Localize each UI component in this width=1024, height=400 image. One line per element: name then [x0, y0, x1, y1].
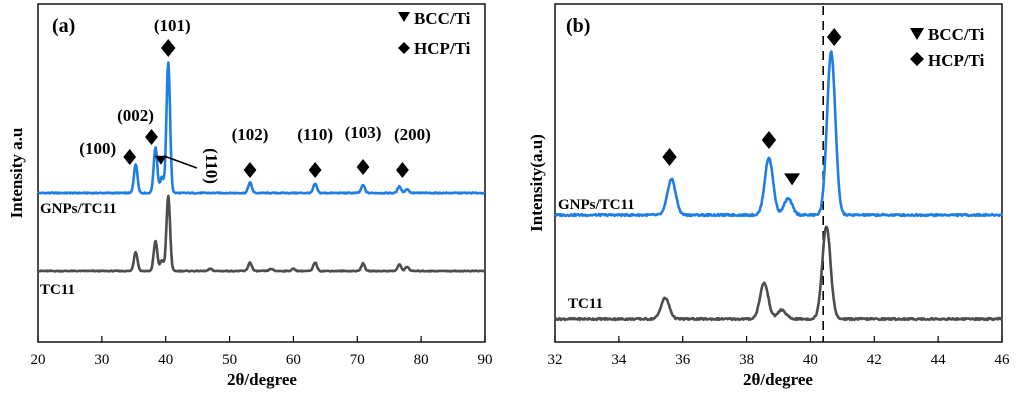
peak-marker-diamond-icon — [826, 28, 842, 46]
panel-a-frame — [37, 3, 486, 343]
panel-a-legend: BCC/Ti HCP/Ti — [398, 9, 471, 58]
panel-b-frame — [554, 3, 1003, 343]
panel-b: (b) 32 34 36 38 40 42 44 46 2θ/degree Intensity… — [527, 3, 1011, 389]
peak-marker-triangle-icon — [784, 173, 801, 186]
peak-label-110-bcc: (110) — [202, 148, 221, 184]
peak-marker-diamond-icon — [761, 131, 777, 149]
peak-label-100: (100) — [79, 139, 116, 158]
peak-marker-diamond-icon — [243, 162, 257, 178]
panel-a-ylabel: Intensity a.u — [7, 128, 26, 219]
panel-a: (a) 20 30 40 50 60 70 80 90 2θ/degree Intensity… — [7, 3, 493, 389]
peak-label-101: (101) — [154, 16, 191, 35]
xtick-label: 34 — [611, 352, 627, 368]
xtick-label: 90 — [478, 352, 493, 368]
panel-b-label: (b) — [566, 15, 590, 37]
panel-a-series — [37, 61, 486, 273]
panel-a-xticks: 20 30 40 50 60 70 80 90 — [31, 336, 493, 368]
peak-label-200: (200) — [394, 125, 431, 144]
peak-marker-diamond-icon — [356, 159, 370, 175]
legend-bcc-triangle-icon — [398, 12, 410, 22]
peak-label-002: (002) — [117, 106, 154, 125]
xtick-label: 40 — [803, 352, 818, 368]
panel-a-xlabel: 2θ/degree — [227, 370, 297, 389]
panel-a-peak-markers: (100)(002) (101) (110) (102) (110) (103) (200) — [79, 16, 431, 184]
xtick-label: 38 — [739, 352, 754, 368]
panel-b-legend-hcp: HCP/Ti — [928, 51, 985, 70]
panel-b-ylabel: Intensity(a.u) — [527, 134, 546, 232]
panel-a-legend-bcc: BCC/Ti — [414, 9, 471, 28]
xtick-label: 30 — [94, 352, 109, 368]
panel-b-xlabel: 2θ/degree — [743, 370, 813, 389]
xtick-label: 46 — [995, 352, 1011, 368]
legend-hcp-diamond-icon — [910, 52, 924, 66]
peak-marker-diamond-icon — [308, 162, 322, 178]
peak-marker-diamond-icon — [396, 162, 409, 178]
xtick-label: 50 — [222, 352, 237, 368]
xtick-label: 42 — [867, 352, 882, 368]
series-gnps-tc11-line — [37, 61, 486, 195]
xtick-label: 20 — [31, 352, 46, 368]
peak-marker-diamond-icon — [662, 148, 677, 166]
legend-bcc-triangle-icon — [910, 28, 924, 40]
xtick-label: 60 — [286, 352, 301, 368]
xtick-label: 32 — [548, 352, 563, 368]
panel-a-series-label-tc11: TC11 — [40, 282, 75, 298]
panel-b-xticks: 32 34 36 38 40 42 44 46 — [548, 336, 1011, 368]
xtick-label: 80 — [414, 352, 429, 368]
legend-hcp-diamond-icon — [398, 42, 410, 54]
peak-label-102: (102) — [232, 125, 269, 144]
peak-marker-diamond-icon — [161, 39, 176, 57]
panel-b-series-label-tc11: TC11 — [568, 296, 603, 312]
series-gnps-tc11-line — [554, 50, 1004, 218]
series-tc11-line — [553, 225, 1004, 322]
peak-pointer-line — [163, 155, 198, 169]
xtick-label: 40 — [158, 352, 173, 368]
panel-b-legend-bcc: BCC/Ti — [928, 25, 985, 44]
xtick-label: 36 — [675, 352, 691, 368]
xtick-label: 44 — [931, 352, 947, 368]
panel-a-label: (a) — [52, 15, 75, 37]
panel-a-series-label-gnps: GNPs/TC11 — [40, 201, 117, 217]
panel-b-series-label-gnps: GNPs/TC11 — [558, 197, 635, 213]
xtick-label: 70 — [350, 352, 365, 368]
series-tc11-line — [37, 194, 486, 273]
peak-marker-diamond-icon — [123, 149, 137, 165]
panel-b-series — [553, 50, 1004, 322]
peak-marker-triangle-icon — [154, 155, 167, 165]
panel-b-legend: BCC/Ti HCP/Ti — [910, 25, 985, 70]
panel-b-peak-markers — [662, 28, 842, 186]
panel-a-legend-hcp: HCP/Ti — [414, 39, 471, 58]
peak-marker-diamond-icon — [145, 129, 158, 145]
peak-label-103: (103) — [345, 123, 382, 142]
peak-label-110: (110) — [297, 125, 333, 144]
